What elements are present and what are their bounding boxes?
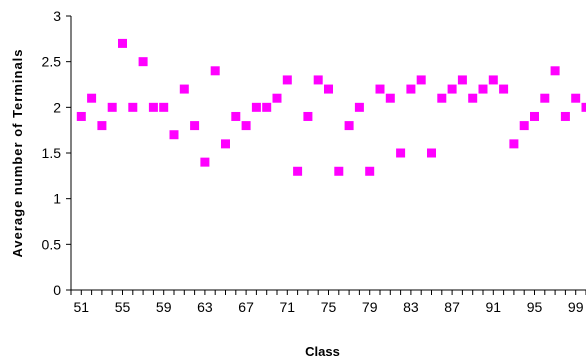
data-point	[221, 139, 230, 149]
x-tick-label: 87	[444, 299, 460, 315]
x-tick-label: 63	[197, 299, 213, 315]
data-point	[231, 111, 241, 121]
data-point	[396, 148, 406, 158]
data-point	[354, 102, 364, 112]
y-tick-label: 0.5	[42, 236, 62, 252]
data-point	[262, 102, 272, 112]
data-point	[560, 111, 570, 121]
data-point	[375, 84, 385, 94]
data-point	[190, 121, 200, 131]
data-point	[148, 102, 158, 112]
data-point	[540, 93, 550, 103]
data-point	[488, 75, 498, 85]
x-tick-label: 55	[115, 299, 131, 315]
x-tick-label: 99	[568, 299, 584, 315]
data-point	[571, 93, 581, 103]
y-tick-label: 0	[53, 282, 61, 298]
y-tick-label: 1.5	[42, 145, 62, 161]
data-point	[210, 66, 220, 76]
data-point	[128, 102, 138, 112]
data-points	[76, 38, 586, 176]
x-tick-label: 51	[74, 299, 90, 315]
x-axis-title: Class	[305, 344, 340, 359]
data-point	[406, 84, 416, 94]
data-point	[344, 121, 354, 131]
data-point	[97, 121, 107, 131]
y-tick-label: 3	[53, 8, 61, 24]
data-point	[303, 111, 313, 121]
x-tick-label: 83	[403, 299, 419, 315]
data-point	[581, 102, 586, 112]
data-point	[550, 66, 560, 76]
data-point	[365, 166, 375, 176]
x-tick-label: 79	[362, 299, 378, 315]
data-point	[416, 75, 426, 85]
data-point	[437, 93, 447, 103]
data-point	[509, 139, 519, 149]
y-tick-label: 2.5	[42, 54, 62, 70]
data-point	[530, 111, 539, 121]
data-point	[169, 130, 179, 140]
y-tick-label: 1	[53, 191, 61, 207]
data-point	[313, 75, 323, 85]
data-point	[385, 93, 395, 103]
data-point	[107, 102, 117, 112]
data-point	[499, 84, 509, 94]
data-point	[468, 93, 478, 103]
data-point	[200, 157, 210, 167]
data-point	[334, 166, 344, 176]
data-point	[282, 75, 292, 85]
y-axis-title: Average number of Terminals	[10, 48, 25, 257]
data-point	[478, 84, 488, 94]
y-axis-ticks: 0 0.5 1 1.5 2 2.5 3	[42, 8, 71, 298]
x-tick-label: 71	[280, 299, 296, 315]
data-point	[447, 84, 457, 94]
data-point	[324, 84, 333, 94]
data-point	[457, 75, 467, 85]
data-point	[179, 84, 189, 94]
data-point	[138, 57, 148, 67]
data-point	[251, 102, 261, 112]
data-point	[118, 38, 127, 48]
data-point	[519, 121, 529, 131]
y-tick-label: 2	[53, 99, 61, 115]
x-tick-label: 67	[238, 299, 254, 315]
x-tick-label: 75	[321, 299, 337, 315]
x-tick-label: 59	[156, 299, 172, 315]
data-point	[76, 111, 86, 121]
x-tick-label: 95	[527, 299, 543, 315]
data-point	[159, 102, 169, 112]
data-point	[272, 93, 282, 103]
data-point	[87, 93, 97, 103]
data-point	[241, 121, 251, 131]
x-tick-label: 91	[486, 299, 502, 315]
data-point	[293, 166, 303, 176]
data-point	[427, 148, 436, 158]
x-axis-ticks: 51 55 59 63 67 71 75 79 83 87 91 95 99	[70, 290, 586, 315]
